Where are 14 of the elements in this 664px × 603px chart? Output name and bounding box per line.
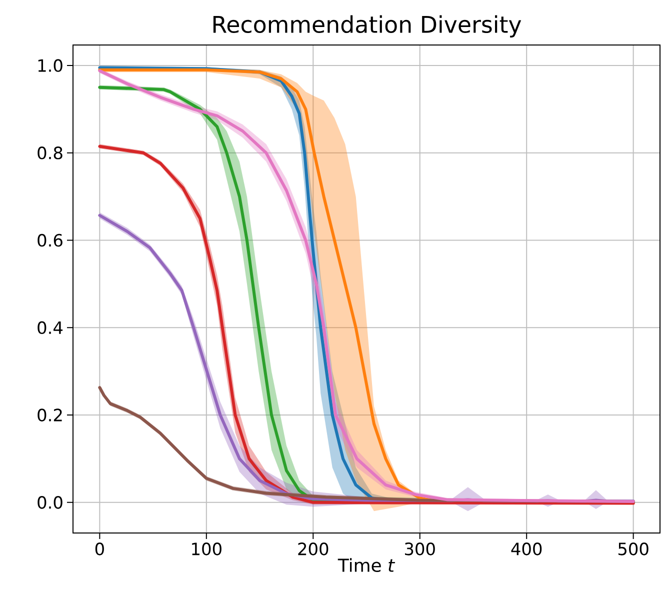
chart-title: Recommendation Diversity (213, 15, 522, 38)
y-tick-label: 0.6 (38, 234, 62, 247)
y-tick-label: 1.0 (38, 59, 62, 72)
y-tick-label: 0.2 (38, 408, 62, 422)
x-tick-label: 200 (298, 542, 328, 556)
x-axis-title: Time t (338, 558, 396, 572)
y-tick-label: 0.4 (38, 321, 63, 334)
x-tick-label: 100 (192, 542, 222, 556)
y-tick-label: 0.8 (38, 146, 62, 160)
x-tick-label: 500 (618, 542, 648, 556)
x-tick-label: 300 (405, 542, 435, 556)
y-tick-label: 0.0 (38, 496, 62, 509)
x-tick-label: 400 (511, 542, 542, 556)
x-tick-label: 0 (95, 542, 104, 556)
